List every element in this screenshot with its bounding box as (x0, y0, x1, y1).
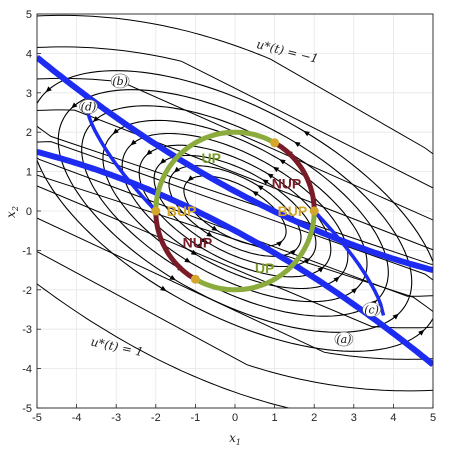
curve-tag-label: (c) (364, 304, 379, 317)
boundary-point (151, 206, 161, 216)
stream-arrow (392, 313, 399, 320)
curve-tag-badge (110, 73, 130, 89)
region-label: BUP (278, 203, 308, 219)
curve-tag-badge (334, 331, 354, 347)
stream-arrow (130, 139, 137, 146)
stream-arrow (333, 276, 340, 283)
stream-arrow (257, 185, 264, 191)
stream-arrow (160, 285, 167, 292)
stream-arrow (262, 179, 269, 185)
streamline-outer (37, 217, 433, 360)
stream-arrow (211, 225, 218, 231)
stream-arrow (303, 130, 310, 137)
region-label: BUP (167, 203, 197, 219)
x-tick-label: -1 (191, 412, 201, 424)
curve-tag-label: (b) (112, 75, 128, 88)
stream-arrow (187, 175, 194, 182)
circle-arc-up (153, 129, 278, 214)
stream-arrow (272, 166, 280, 173)
stream-arrow (418, 329, 425, 336)
x-tick-label: 1 (272, 412, 278, 424)
stream-arrow (92, 116, 100, 122)
stream-arrow (45, 86, 52, 93)
region-label: UP (255, 260, 274, 276)
boundary-point (190, 274, 200, 284)
stream-arrow (190, 249, 198, 256)
streamline (183, 175, 287, 247)
stream-arrow (276, 240, 283, 247)
streamline-outer (37, 14, 433, 155)
y-tick-label: 0 (26, 206, 32, 218)
x-tick-label: -3 (111, 412, 121, 424)
y-tick-label: 2 (26, 127, 32, 139)
y-tick-label: 5 (26, 9, 32, 21)
boundary-point (309, 206, 319, 216)
ticks: -5 -4 -3 -2 -1 0 1 2 3 4 5 -5 -4 -3 -2 -1 0 1 2 3 4 5 (22, 9, 436, 424)
circle-arc-up (192, 208, 317, 293)
streamline (57, 89, 413, 333)
streamline-outer (37, 141, 433, 281)
x-tick-label: 4 (390, 412, 396, 424)
y-tick-label: 1 (26, 167, 32, 179)
streamline-outer (37, 250, 433, 392)
stream-arrow (169, 274, 176, 281)
y-tick-label: -2 (22, 285, 32, 297)
switching-curve-d (84, 106, 158, 213)
stream-arrow (160, 158, 167, 164)
x-tick-label: -4 (72, 412, 82, 424)
streamline-outer (37, 283, 291, 408)
streamline (37, 70, 433, 352)
stream-arrow (184, 257, 191, 263)
stream-arrow (351, 287, 358, 294)
x-tick-label: 2 (311, 412, 317, 424)
x-tick-label: 3 (351, 412, 357, 424)
streamline-outer (37, 185, 433, 329)
y-tick-label: 3 (26, 88, 32, 100)
region-label: NUP (272, 175, 302, 191)
streamline-outer (37, 109, 433, 251)
region-label: NUP (183, 235, 213, 251)
region-label: UP (202, 150, 221, 166)
stream-arrow (267, 173, 274, 179)
stream-arrow (279, 159, 286, 165)
x-tick-label: -2 (151, 412, 161, 424)
stream-arrow (146, 149, 153, 156)
curve-tag-label: (a) (336, 333, 351, 346)
boundary-point (270, 138, 280, 148)
y-tick-label: -1 (22, 245, 32, 257)
stream-arrow (196, 243, 203, 249)
y-axis-label: x2 (4, 206, 20, 218)
streamline (102, 119, 368, 303)
stream-arrow (112, 128, 119, 135)
streamline-outer (37, 174, 433, 313)
stream-arrow (173, 166, 181, 173)
circle-arc-nup (153, 208, 198, 282)
region-circle (151, 129, 319, 293)
y-tick-label: 4 (26, 48, 32, 60)
y-tick-label: -3 (22, 324, 32, 336)
stream-arrow (294, 141, 301, 148)
y-tick-label: -5 (22, 403, 32, 415)
curve-tag-badge (79, 99, 98, 114)
x-tick-label: 0 (232, 412, 238, 424)
streamline-outer (37, 46, 433, 189)
curve-tag-badge (362, 302, 381, 317)
stream-arrow (71, 102, 78, 109)
x-axis-label: x1 (229, 431, 241, 447)
x-tick-label: 5 (430, 412, 436, 424)
x-tick-label: -5 (32, 412, 42, 424)
stream-arrow (252, 191, 259, 197)
switching-curve-b (37, 54, 433, 274)
streamline-outer (37, 125, 433, 265)
curve-tag-label: (d) (81, 101, 97, 114)
stream-arrow (206, 231, 213, 237)
switching-curve-c (312, 209, 386, 316)
stream-arrow (289, 249, 297, 256)
streamline-outer (37, 157, 433, 297)
y-tick-label: -4 (22, 364, 32, 376)
circle-arc-nup (272, 140, 317, 214)
stream-arrow (201, 237, 208, 243)
streamline-outer (37, 77, 433, 221)
